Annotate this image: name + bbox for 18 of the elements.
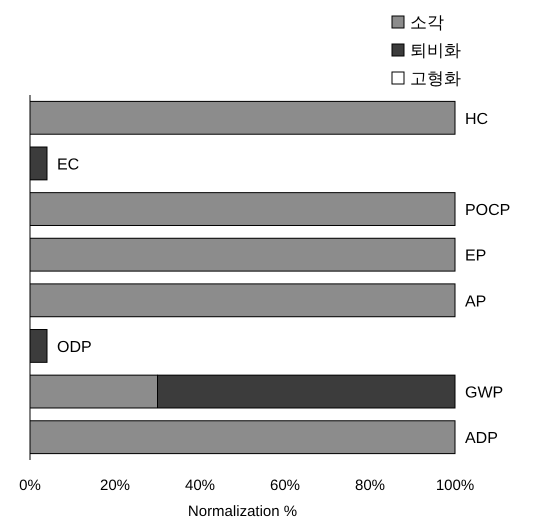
x-tick-label: 40% xyxy=(184,477,216,494)
legend-label: 퇴비화 xyxy=(410,41,461,60)
y-tick-label: HC xyxy=(465,110,488,128)
y-tick-label: EC xyxy=(57,156,80,174)
y-tick-label: EP xyxy=(465,248,486,265)
y-tick-label: POCP xyxy=(465,202,510,220)
legend-label: 고형화 xyxy=(410,69,461,88)
y-tick-label: GWP xyxy=(465,384,504,402)
x-tick-label: 0% xyxy=(19,477,41,494)
x-axis-title: Normalization % xyxy=(188,503,298,520)
legend-label: 소각 xyxy=(410,13,444,32)
x-tick-label: 100% xyxy=(436,477,474,494)
y-tick-label: ADP xyxy=(465,430,498,448)
y-tick-label: ODP xyxy=(57,338,92,356)
x-tick-label: 60% xyxy=(270,477,300,494)
x-tick-label: 80% xyxy=(354,477,386,494)
y-tick-label: AP xyxy=(465,293,486,310)
x-tick-label: 20% xyxy=(100,477,130,494)
